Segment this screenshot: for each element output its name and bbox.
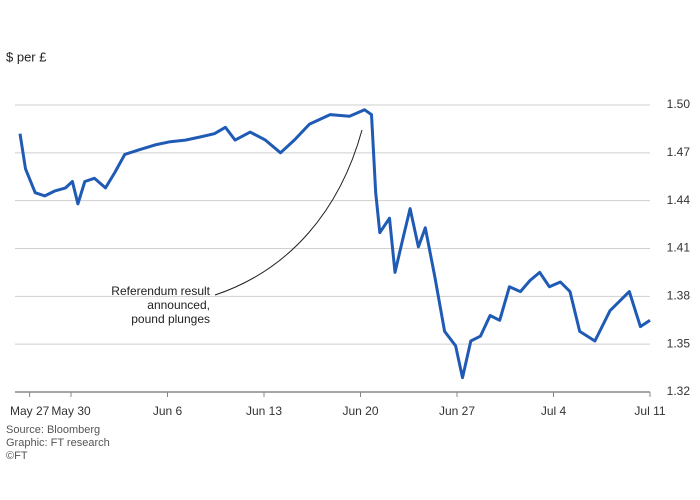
annotation-text: pound plunges (131, 312, 210, 326)
annotation-text: Referendum result (111, 284, 210, 298)
x-tick-label: Jul 11 (634, 404, 665, 418)
chart-title: $ per £ (6, 49, 47, 64)
y-tick-label: 1.41 (667, 241, 691, 255)
line-series (18, 108, 651, 380)
footer-text: Source: Bloomberg (6, 424, 100, 436)
footer-text: ©FT (6, 450, 28, 462)
annotation-arrow (214, 129, 363, 296)
x-tick-label: Jun 13 (246, 404, 282, 418)
x-tick-label: Jun 20 (342, 404, 378, 418)
plot (18, 108, 651, 380)
grid: 1.50 1.47 1.44 1.41 1.38 1.35 1.32 May 27 May 30… (10, 97, 690, 418)
x-tick-label: Jun 6 (153, 404, 183, 418)
footer-text: Graphic: FT research (6, 437, 110, 449)
annotation-text: announced, (147, 298, 210, 312)
y-tick-label: 1.32 (667, 384, 691, 398)
y-tick-label: 1.38 (667, 289, 691, 303)
x-tick-label: May 30 (51, 404, 91, 418)
y-tick-label: 1.50 (667, 97, 691, 111)
x-tick-label: May 27 (10, 404, 50, 418)
y-tick-label: 1.44 (667, 193, 691, 207)
x-tick-label: Jul 4 (541, 404, 567, 418)
y-tick-label: 1.35 (667, 336, 691, 350)
y-tick-label: 1.47 (667, 145, 691, 159)
x-tick-label: Jun 27 (439, 404, 475, 418)
